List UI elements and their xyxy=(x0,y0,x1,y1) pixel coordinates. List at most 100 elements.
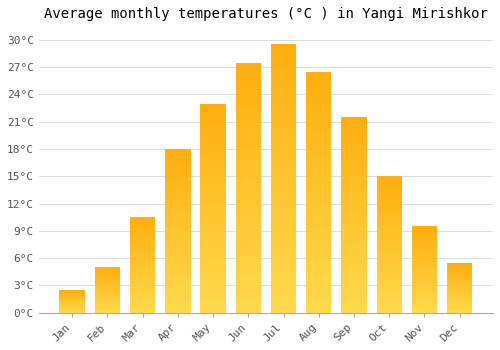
Bar xyxy=(271,50,296,55)
Bar xyxy=(342,301,366,305)
Bar xyxy=(60,299,85,300)
Bar xyxy=(306,226,332,231)
Bar xyxy=(376,198,402,201)
Bar xyxy=(236,103,261,108)
Bar xyxy=(236,63,261,68)
Bar xyxy=(306,130,332,134)
Bar xyxy=(342,227,366,231)
Bar xyxy=(376,206,402,209)
Bar xyxy=(306,168,332,173)
Bar xyxy=(376,296,402,299)
Bar xyxy=(271,82,296,88)
Bar xyxy=(271,211,296,216)
Bar xyxy=(200,212,226,216)
Bar xyxy=(236,143,261,148)
Bar xyxy=(200,308,226,313)
Bar xyxy=(342,289,366,293)
Bar xyxy=(236,308,261,313)
Bar xyxy=(447,292,472,293)
Bar xyxy=(447,304,472,306)
Bar xyxy=(342,125,366,129)
Bar xyxy=(306,293,332,298)
Bar xyxy=(376,310,402,313)
Bar xyxy=(306,274,332,279)
Bar xyxy=(94,296,120,297)
Bar xyxy=(94,282,120,283)
Bar xyxy=(165,290,190,293)
Bar xyxy=(130,311,156,313)
Bar xyxy=(60,293,85,294)
Bar xyxy=(447,307,472,308)
Bar xyxy=(447,303,472,304)
Bar xyxy=(165,205,190,208)
Bar xyxy=(412,278,437,280)
Bar xyxy=(236,253,261,258)
Bar xyxy=(376,288,402,291)
Bar xyxy=(412,270,437,271)
Bar xyxy=(447,267,472,268)
Bar xyxy=(130,288,156,290)
Bar xyxy=(94,284,120,285)
Bar xyxy=(412,309,437,311)
Bar xyxy=(376,304,402,307)
Bar xyxy=(271,88,296,93)
Bar xyxy=(376,239,402,242)
Bar xyxy=(412,237,437,238)
Bar xyxy=(165,198,190,201)
Bar xyxy=(94,300,120,301)
Bar xyxy=(94,281,120,282)
Bar xyxy=(342,203,366,207)
Bar xyxy=(236,122,261,128)
Bar xyxy=(447,279,472,280)
Bar xyxy=(94,270,120,271)
Bar xyxy=(271,248,296,254)
Bar xyxy=(200,183,226,187)
Bar xyxy=(165,247,190,251)
Bar xyxy=(200,137,226,141)
Bar xyxy=(376,247,402,250)
Bar xyxy=(236,78,261,83)
Bar xyxy=(342,262,366,266)
Bar xyxy=(306,115,332,120)
Bar xyxy=(236,262,261,268)
Bar xyxy=(94,312,120,313)
Bar xyxy=(306,101,332,105)
Bar xyxy=(306,144,332,149)
Bar xyxy=(376,294,402,296)
Bar xyxy=(130,234,156,236)
Bar xyxy=(342,250,366,254)
Bar xyxy=(447,283,472,284)
Bar xyxy=(447,264,472,265)
Bar xyxy=(271,200,296,205)
Bar xyxy=(376,228,402,231)
Bar xyxy=(130,278,156,280)
Bar xyxy=(165,267,190,270)
Bar xyxy=(200,175,226,179)
Bar xyxy=(60,302,85,303)
Bar xyxy=(412,287,437,288)
Bar xyxy=(130,269,156,271)
Bar xyxy=(130,252,156,253)
Bar xyxy=(447,287,472,288)
Bar xyxy=(200,179,226,183)
Bar xyxy=(412,301,437,302)
Bar xyxy=(236,68,261,73)
Bar xyxy=(236,183,261,188)
Bar xyxy=(306,231,332,236)
Bar xyxy=(165,283,190,286)
Bar xyxy=(306,250,332,255)
Bar xyxy=(306,134,332,139)
Bar xyxy=(165,234,190,237)
Bar xyxy=(60,295,85,296)
Bar xyxy=(130,253,156,256)
Bar xyxy=(94,306,120,307)
Bar xyxy=(236,243,261,248)
Bar xyxy=(412,254,437,256)
Bar xyxy=(236,218,261,223)
Bar xyxy=(376,187,402,190)
Bar xyxy=(94,303,120,304)
Bar xyxy=(200,108,226,112)
Bar xyxy=(376,223,402,225)
Bar xyxy=(447,297,472,298)
Bar xyxy=(342,274,366,278)
